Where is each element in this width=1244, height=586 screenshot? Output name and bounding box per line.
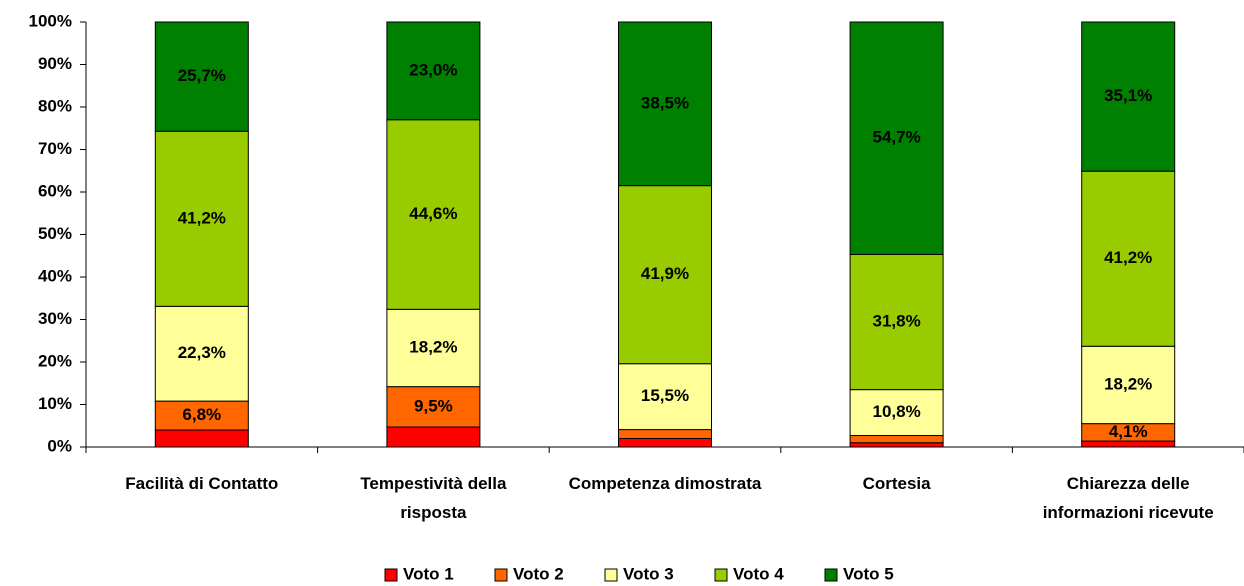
legend-label: Voto 1 xyxy=(403,564,454,583)
bar-segment xyxy=(154,130,249,307)
legend-swatch xyxy=(494,568,508,582)
bar-segment xyxy=(386,308,481,388)
bar-segment xyxy=(386,119,481,310)
data-label: 44,6% xyxy=(409,204,457,223)
data-label: 6,8% xyxy=(182,405,221,424)
bar-segment xyxy=(849,389,944,437)
bar-segment xyxy=(618,185,712,365)
bar-segment xyxy=(618,363,712,431)
data-label: 18,2% xyxy=(409,337,457,356)
data-label: 41,2% xyxy=(178,208,226,227)
bar-segment xyxy=(618,429,712,440)
data-label: 35,1% xyxy=(1104,86,1152,105)
data-label: 41,9% xyxy=(641,264,689,283)
bar-segment xyxy=(1081,345,1176,425)
legend-label: Voto 2 xyxy=(513,564,564,583)
bar-segment xyxy=(386,386,481,428)
bar-segment xyxy=(154,400,249,431)
y-tick-label: 50% xyxy=(38,224,72,243)
legend-swatch xyxy=(604,568,618,582)
bar-segment xyxy=(1081,440,1176,448)
data-label: 41,2% xyxy=(1104,248,1152,267)
bar-segment xyxy=(618,438,712,448)
y-tick-label: 60% xyxy=(38,181,72,200)
x-tick-label: Competenza dimostrata xyxy=(568,474,762,493)
data-label: 18,2% xyxy=(1104,374,1152,393)
data-label: 38,5% xyxy=(641,93,689,112)
bar-segment xyxy=(849,435,944,444)
y-tick-label: 90% xyxy=(38,54,72,73)
bar-segment xyxy=(386,426,481,448)
bar-segment xyxy=(849,21,944,255)
bar-segment xyxy=(154,21,249,132)
y-tick-label: 100% xyxy=(29,11,72,30)
x-tick-label: Cortesia xyxy=(862,474,931,493)
data-label: 4,1% xyxy=(1109,422,1148,441)
legend-swatch xyxy=(384,568,398,582)
legend-swatch xyxy=(824,568,838,582)
y-tick-label: 40% xyxy=(38,266,72,285)
data-label: 31,8% xyxy=(872,312,920,331)
bar-segment xyxy=(154,305,249,402)
y-tick-label: 80% xyxy=(38,96,72,115)
x-tick-label: Facilità di Contatto xyxy=(125,474,279,493)
data-label: 22,3% xyxy=(178,343,226,362)
bar-segment xyxy=(849,442,944,448)
y-tick-label: 10% xyxy=(38,394,72,413)
bar-segment xyxy=(849,253,944,391)
bar-segment xyxy=(618,21,712,187)
data-label: 10,8% xyxy=(872,402,920,421)
data-label: 23,0% xyxy=(409,60,457,79)
legend-label: Voto 3 xyxy=(623,564,674,583)
data-label: 54,7% xyxy=(872,128,920,147)
data-label: 9,5% xyxy=(414,396,453,415)
x-tick-label: Chiarezza delle informazioni ricevute xyxy=(1042,474,1214,522)
bar-segment xyxy=(386,21,481,121)
bar-segment xyxy=(154,429,249,448)
legend-swatch xyxy=(714,568,728,582)
y-tick-label: 20% xyxy=(38,351,72,370)
data-label: 15,5% xyxy=(641,386,689,405)
y-tick-label: 30% xyxy=(38,309,72,328)
y-tick-label: 70% xyxy=(38,139,72,158)
legend-label: Voto 5 xyxy=(843,564,894,583)
data-label: 25,7% xyxy=(178,66,226,85)
legend-label: Voto 4 xyxy=(733,564,784,583)
y-tick-label: 0% xyxy=(47,436,72,455)
x-tick-label: Tempestività della risposta xyxy=(360,474,507,522)
bar-segment xyxy=(1081,21,1176,172)
